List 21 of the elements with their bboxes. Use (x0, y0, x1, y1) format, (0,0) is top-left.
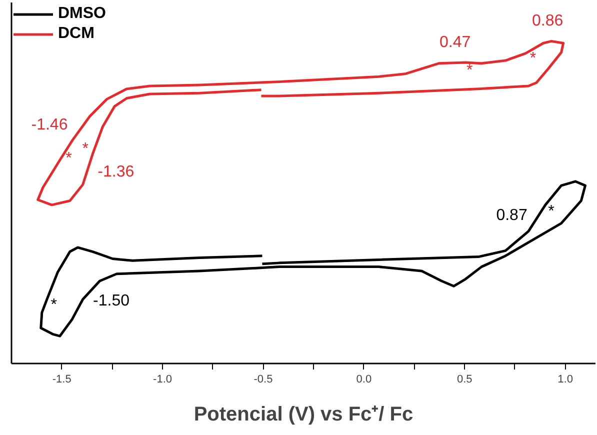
annotation: * (82, 140, 88, 158)
annotation: 0.87 (496, 207, 528, 224)
legend-label: DCM (58, 25, 94, 43)
x-tick-label: 0.0 (356, 374, 372, 386)
legend-label: DMSO (58, 5, 106, 23)
x-tick-label: 0.5 (456, 374, 472, 386)
annotation: * (66, 150, 72, 167)
annotation: * (530, 50, 536, 67)
annotation: -1.36 (98, 164, 134, 181)
x-tick-label: -1.0 (153, 374, 172, 386)
x-tick-label: -1.5 (52, 374, 72, 386)
annotation: -1.46 (31, 116, 68, 134)
x-axis-title: Potencial (V) vs Fc⁺/ Fc (194, 404, 414, 426)
annotation: * (466, 62, 473, 80)
annotation: 0.86 (532, 12, 564, 30)
x-tick-label: 1.0 (558, 374, 573, 386)
annotation: * (548, 203, 554, 220)
annotation: * (50, 296, 58, 314)
annotation: 0.47 (440, 34, 471, 51)
x-tick-label: -0.5 (254, 374, 273, 386)
annotation: -1.50 (93, 292, 130, 310)
